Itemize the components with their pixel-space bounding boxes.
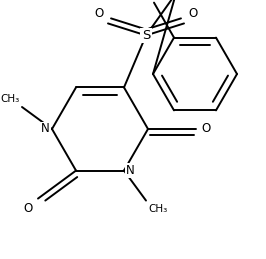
Text: S: S xyxy=(142,29,150,42)
Text: N: N xyxy=(126,164,135,177)
Text: O: O xyxy=(188,8,197,20)
Text: CH₃: CH₃ xyxy=(148,204,167,214)
Text: CH₃: CH₃ xyxy=(1,94,20,104)
Text: O: O xyxy=(24,202,33,214)
Text: N: N xyxy=(41,123,50,135)
Text: O: O xyxy=(95,8,104,20)
Text: O: O xyxy=(201,123,210,135)
